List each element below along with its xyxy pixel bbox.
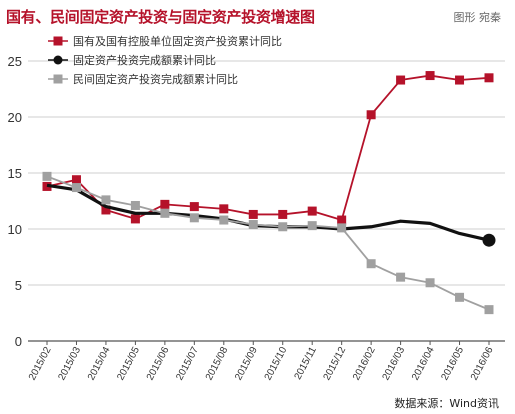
series-2-point: [366, 259, 376, 269]
source-note: 数据来源：Wind资讯: [394, 397, 499, 410]
x-tick-label: 2016/03: [381, 345, 408, 382]
series-2-point: [425, 278, 435, 288]
series-layer: [42, 71, 496, 315]
y-tick-label-15: 15: [8, 166, 22, 181]
series-0-point: [278, 209, 288, 219]
series-2-point: [160, 208, 170, 218]
series-0-point: [101, 205, 111, 215]
x-tick-label: 2015/11: [293, 345, 320, 382]
legend-marker-2: [53, 74, 63, 84]
series-0-point: [455, 75, 465, 85]
series-0-point: [219, 204, 229, 214]
x-tick-label: 2016/06: [469, 345, 496, 382]
series-2-point: [130, 200, 140, 210]
series-2-point: [455, 292, 465, 302]
x-tick-label: 2015/07: [174, 345, 201, 382]
series-2-point: [248, 220, 258, 230]
series-2-point: [396, 272, 406, 282]
x-tick-label: 2015/02: [27, 345, 54, 382]
series-0-point: [337, 215, 347, 225]
legend-label-0: 国有及国有控股单位固定资产投资累计同比: [73, 34, 282, 48]
series-0-point: [189, 202, 199, 212]
series-2-point: [484, 305, 494, 315]
y-tick-label-0: 0: [15, 334, 22, 349]
series-2-point: [219, 215, 229, 225]
series-2-point: [307, 221, 317, 231]
x-tick-label: 2016/04: [410, 345, 437, 382]
legend: 国有及国有控股单位固定资产投资累计同比固定资产投资完成额累计同比民间固定资产投资…: [48, 34, 282, 86]
grid-lines: [28, 60, 505, 286]
x-tick-label: 2015/05: [115, 345, 142, 382]
x-tick-label: 2015/10: [263, 345, 290, 382]
x-tick-label: 2015/06: [145, 345, 172, 382]
series-2-point: [42, 171, 52, 181]
series-0-point: [71, 175, 81, 185]
series-0-point: [307, 206, 317, 216]
series-2-point: [189, 213, 199, 223]
chart-title: 国有、民间固定资产投资与固定资产投资增速图: [6, 8, 315, 26]
y-tick-label-25: 25: [8, 54, 22, 69]
x-tick-label: 2015/04: [86, 345, 113, 382]
series-0-point: [130, 214, 140, 224]
series-2-point: [278, 222, 288, 232]
series-2-point: [71, 183, 81, 193]
y-tick-label-20: 20: [8, 110, 22, 125]
x-tick-label: 2016/02: [351, 345, 378, 382]
series-0-point: [396, 75, 406, 85]
series-2-point: [337, 223, 347, 233]
x-tick-label: 2015/03: [56, 345, 83, 382]
x-tick-label: 2016/05: [439, 345, 466, 382]
series-0-point: [366, 110, 376, 120]
series-1-end-point: [482, 233, 496, 247]
series-line-2: [46, 175, 490, 311]
series-0-point: [425, 71, 435, 81]
series-0-point: [484, 73, 494, 83]
series-2-point: [101, 195, 111, 205]
legend-marker-1: [53, 55, 63, 65]
series-0-point: [248, 209, 258, 219]
y-tick-label-10: 10: [8, 222, 22, 237]
legend-marker-0: [53, 36, 63, 46]
legend-label-2: 民间固定资产投资完成额累计同比: [73, 72, 238, 86]
series-line-0: [46, 74, 490, 221]
chart-credit: 图形 宛秦: [453, 11, 502, 24]
y-tick-label-5: 5: [15, 278, 22, 293]
legend-label-1: 固定资产投资完成额累计同比: [73, 53, 216, 67]
x-tick-label: 2015/12: [322, 345, 349, 382]
x-tick-label: 2015/09: [233, 345, 260, 382]
series-0-point: [160, 199, 170, 209]
x-tick-label: 2015/08: [204, 345, 231, 382]
watermark-text: 关注公众号: [342, 382, 397, 395]
